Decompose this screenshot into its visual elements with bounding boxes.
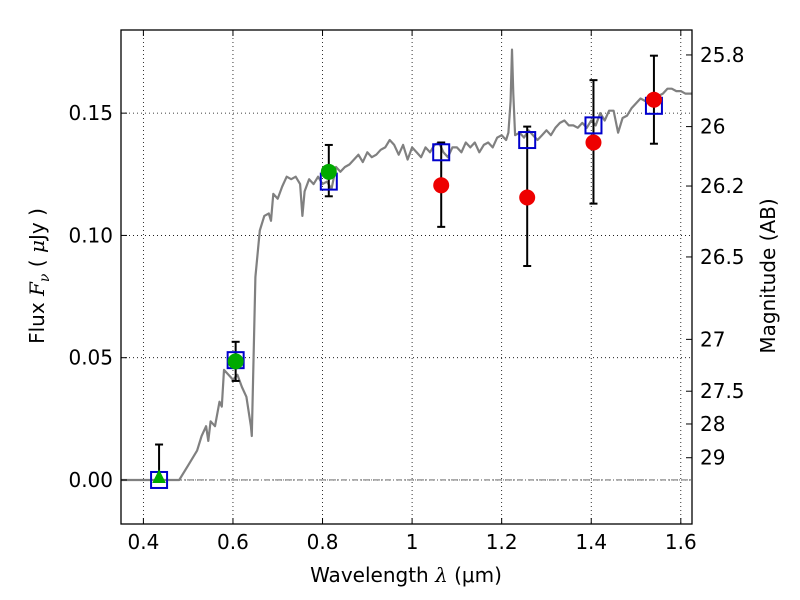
model-sed-layer [121, 48, 692, 482]
y-tick-label: 0.05 [68, 346, 113, 370]
y2-tick-label: 25.8 [700, 43, 745, 67]
model-band-square [518, 131, 537, 150]
optical-detection-point [320, 163, 337, 180]
y2-axis-label: Magnitude (AB) [756, 198, 780, 353]
nir-detection-point [433, 177, 450, 194]
nir-detection-point [585, 134, 602, 151]
error-bars [155, 54, 658, 481]
y2-tick-label: 26.5 [700, 245, 745, 269]
y2-tick-label: 26 [700, 115, 725, 139]
y-tick-label: 0.15 [68, 101, 113, 125]
plot-frame [120, 29, 693, 525]
tick-labels: 0.4 0.6 0.8 1 1.2 1.4 1.6 0.00 0.05 0.10 0.15 25.8 2… [68, 43, 744, 554]
x-tick-label: 0.8 [307, 530, 339, 554]
x-tick-label: 0.6 [217, 530, 249, 554]
model-sed-curve [121, 48, 692, 482]
x-axis-label: Wavelength λ (μm) [310, 563, 502, 587]
y2-tick-label: 28 [700, 412, 725, 436]
x-tick-label: 1.6 [665, 530, 697, 554]
markers [150, 91, 663, 489]
x-tick-label: 0.4 [127, 530, 159, 554]
model-band-square [432, 143, 451, 162]
y2-tick-label: 27.5 [700, 379, 745, 403]
grid [121, 30, 692, 524]
y2-tick-label: 27 [700, 327, 725, 351]
model-band-square [584, 116, 603, 135]
nir-detection-point [519, 189, 536, 206]
x-tick-label: 1.4 [575, 530, 607, 554]
y2-tick-label: 29 [700, 446, 725, 470]
optical-detection-point [227, 353, 244, 370]
nir-detection-point [645, 91, 662, 108]
upper-limit-triangle [152, 469, 166, 484]
y-tick-label: 0.10 [68, 223, 113, 247]
y-tick-label: 0.00 [68, 468, 113, 492]
axes [120, 29, 693, 525]
x-tick-label: 1.2 [486, 530, 518, 554]
x-tick-label: 1 [406, 530, 419, 554]
y2-tick-label: 26.2 [700, 174, 745, 198]
y-axis-label: Flux Fν ( μJy ) [25, 208, 53, 344]
